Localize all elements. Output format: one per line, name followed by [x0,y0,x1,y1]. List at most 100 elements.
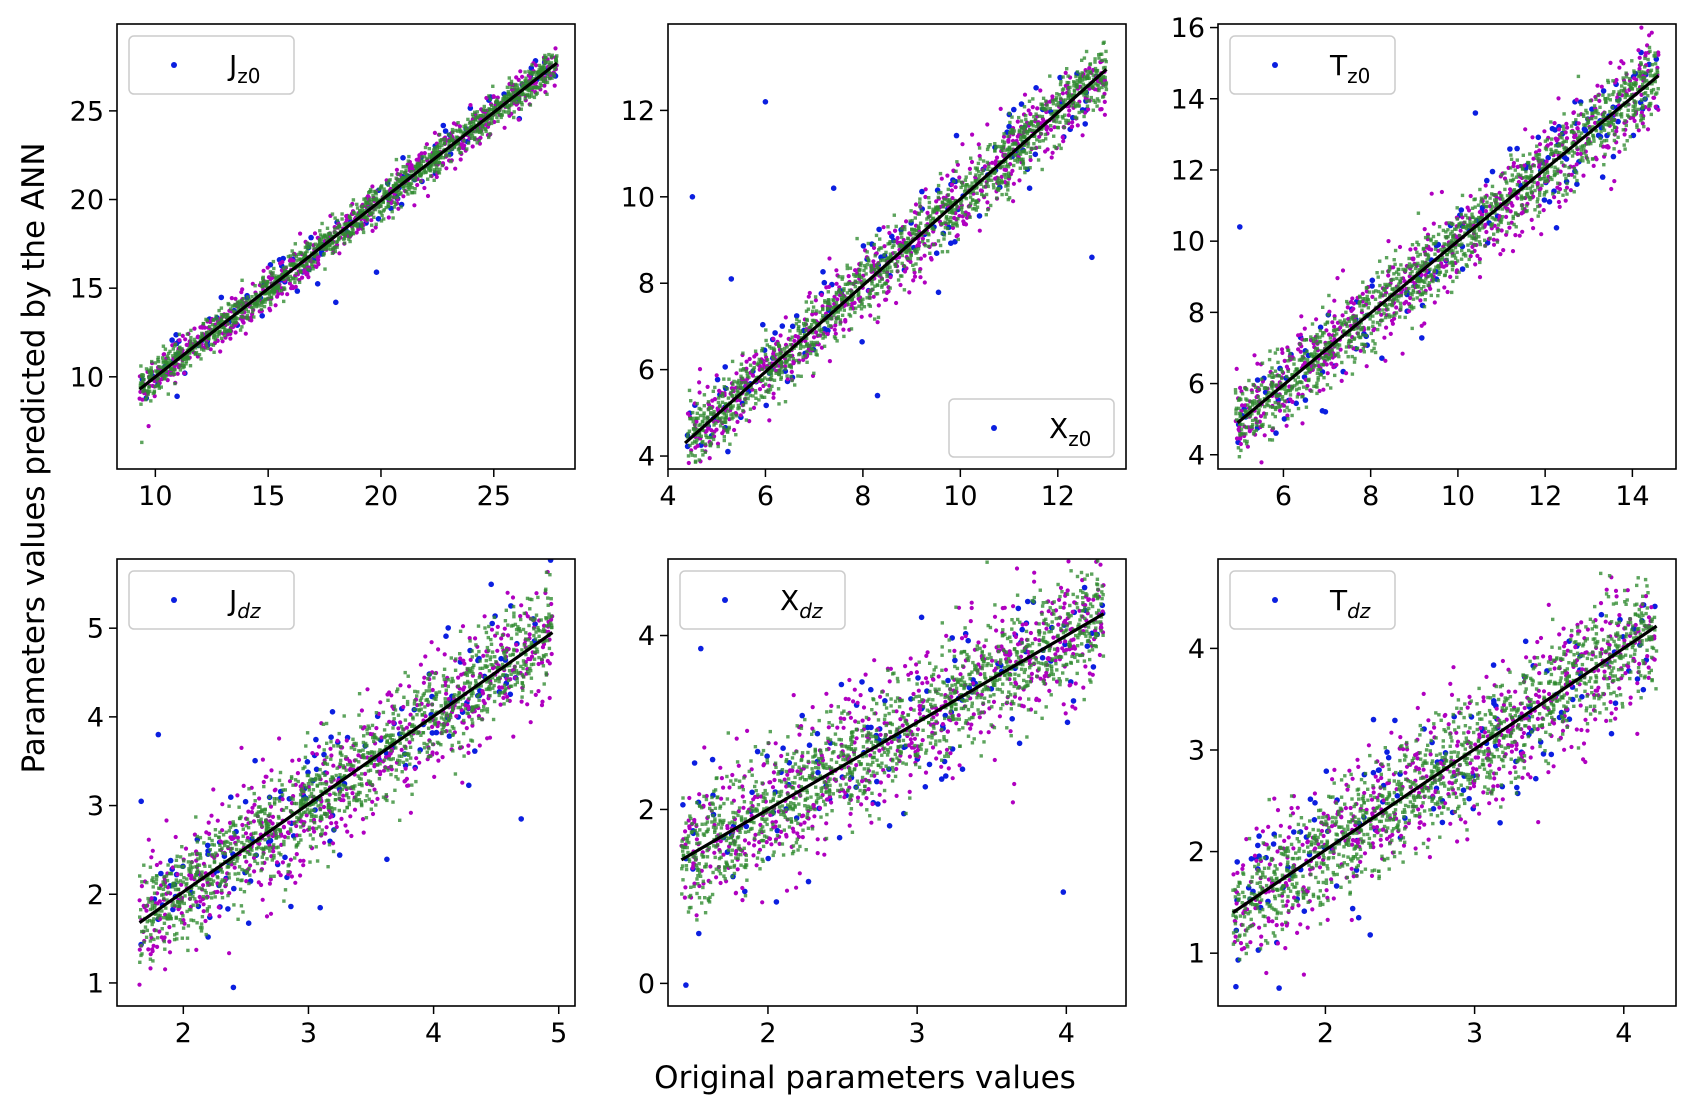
point-magenta [969,159,975,165]
point-green [689,399,693,403]
point-green [910,231,915,235]
point-green [1066,81,1071,85]
point-green [826,306,830,310]
point-green [918,201,922,205]
point-green [914,262,918,266]
point-green [910,218,914,223]
point-green [1092,98,1096,103]
point-green [1095,104,1099,108]
point-green [336,225,340,230]
point-green [202,348,206,352]
point-green [230,304,235,308]
point-magenta [1422,227,1427,232]
point-green [153,361,158,365]
point-green [805,342,809,346]
point-green [520,100,524,105]
point-green [435,168,439,172]
point-magenta [1063,70,1068,75]
point-green [953,199,957,203]
point-magenta [1536,164,1542,169]
point-green [988,143,992,147]
point-green [286,254,291,259]
point-green [412,190,417,195]
point-green [433,146,437,150]
point-green [1029,146,1034,150]
point-green [1543,139,1548,143]
point-green [932,227,936,231]
point-green [297,257,301,261]
point-green [1100,52,1104,56]
point-green [702,404,706,408]
point-green [852,272,856,277]
point-green [469,125,473,129]
point-green [934,205,938,209]
point-magenta [1299,314,1304,319]
point-green [946,193,951,197]
point-green [993,142,997,146]
point-magenta [886,289,891,294]
point-green [1072,80,1076,84]
point-magenta [785,377,790,382]
point-green [853,279,858,283]
point-green [527,93,531,97]
point-green [1093,66,1098,71]
point-green [1060,104,1064,108]
point-green [947,210,952,214]
point-green [469,132,474,136]
point-green [164,369,168,373]
series-green [685,40,1109,464]
point-magenta [734,371,739,376]
point-green [740,381,744,385]
y-tick-label: 4 [638,442,655,473]
point-green [1026,141,1031,146]
point-blue [259,313,266,319]
point-magenta [1048,127,1054,132]
point-green [845,300,850,304]
point-green [813,295,818,299]
y-tick-label: 10 [70,362,104,393]
point-magenta [913,202,919,207]
point-green [880,285,884,289]
point-green [507,94,511,98]
point-green [1103,75,1107,80]
point-magenta [887,230,892,236]
point-green [873,284,877,288]
point-green [1058,82,1063,87]
point-green [903,227,907,232]
point-green [842,308,846,312]
point-green [1045,107,1049,111]
point-magenta [705,384,710,389]
point-magenta [1404,299,1409,304]
point-green [259,307,264,312]
point-green [368,187,373,192]
point-green [735,389,740,393]
point-green [804,329,808,333]
point-magenta [1086,107,1091,112]
point-green [288,254,292,258]
point-green [456,121,460,125]
point-green [199,357,203,361]
point-green [941,205,946,209]
point-green [833,310,837,315]
point-green [968,171,972,175]
point-green [342,241,347,245]
point-magenta [1384,325,1389,330]
point-green [811,305,816,309]
point-green [495,115,499,120]
point-magenta [806,294,811,299]
point-green [912,267,916,272]
point-green [967,184,972,188]
point-green [490,113,495,118]
point-green [810,331,815,335]
point-green [839,296,844,300]
legend: Xz0 [948,398,1115,458]
point-green [1029,121,1033,125]
point-green [1026,144,1030,149]
point-blue [333,299,339,306]
point-magenta [1507,225,1512,230]
point-green [241,296,246,301]
point-green [1039,132,1043,136]
point-green [392,184,396,188]
point-green [912,227,916,232]
point-green [293,242,297,246]
